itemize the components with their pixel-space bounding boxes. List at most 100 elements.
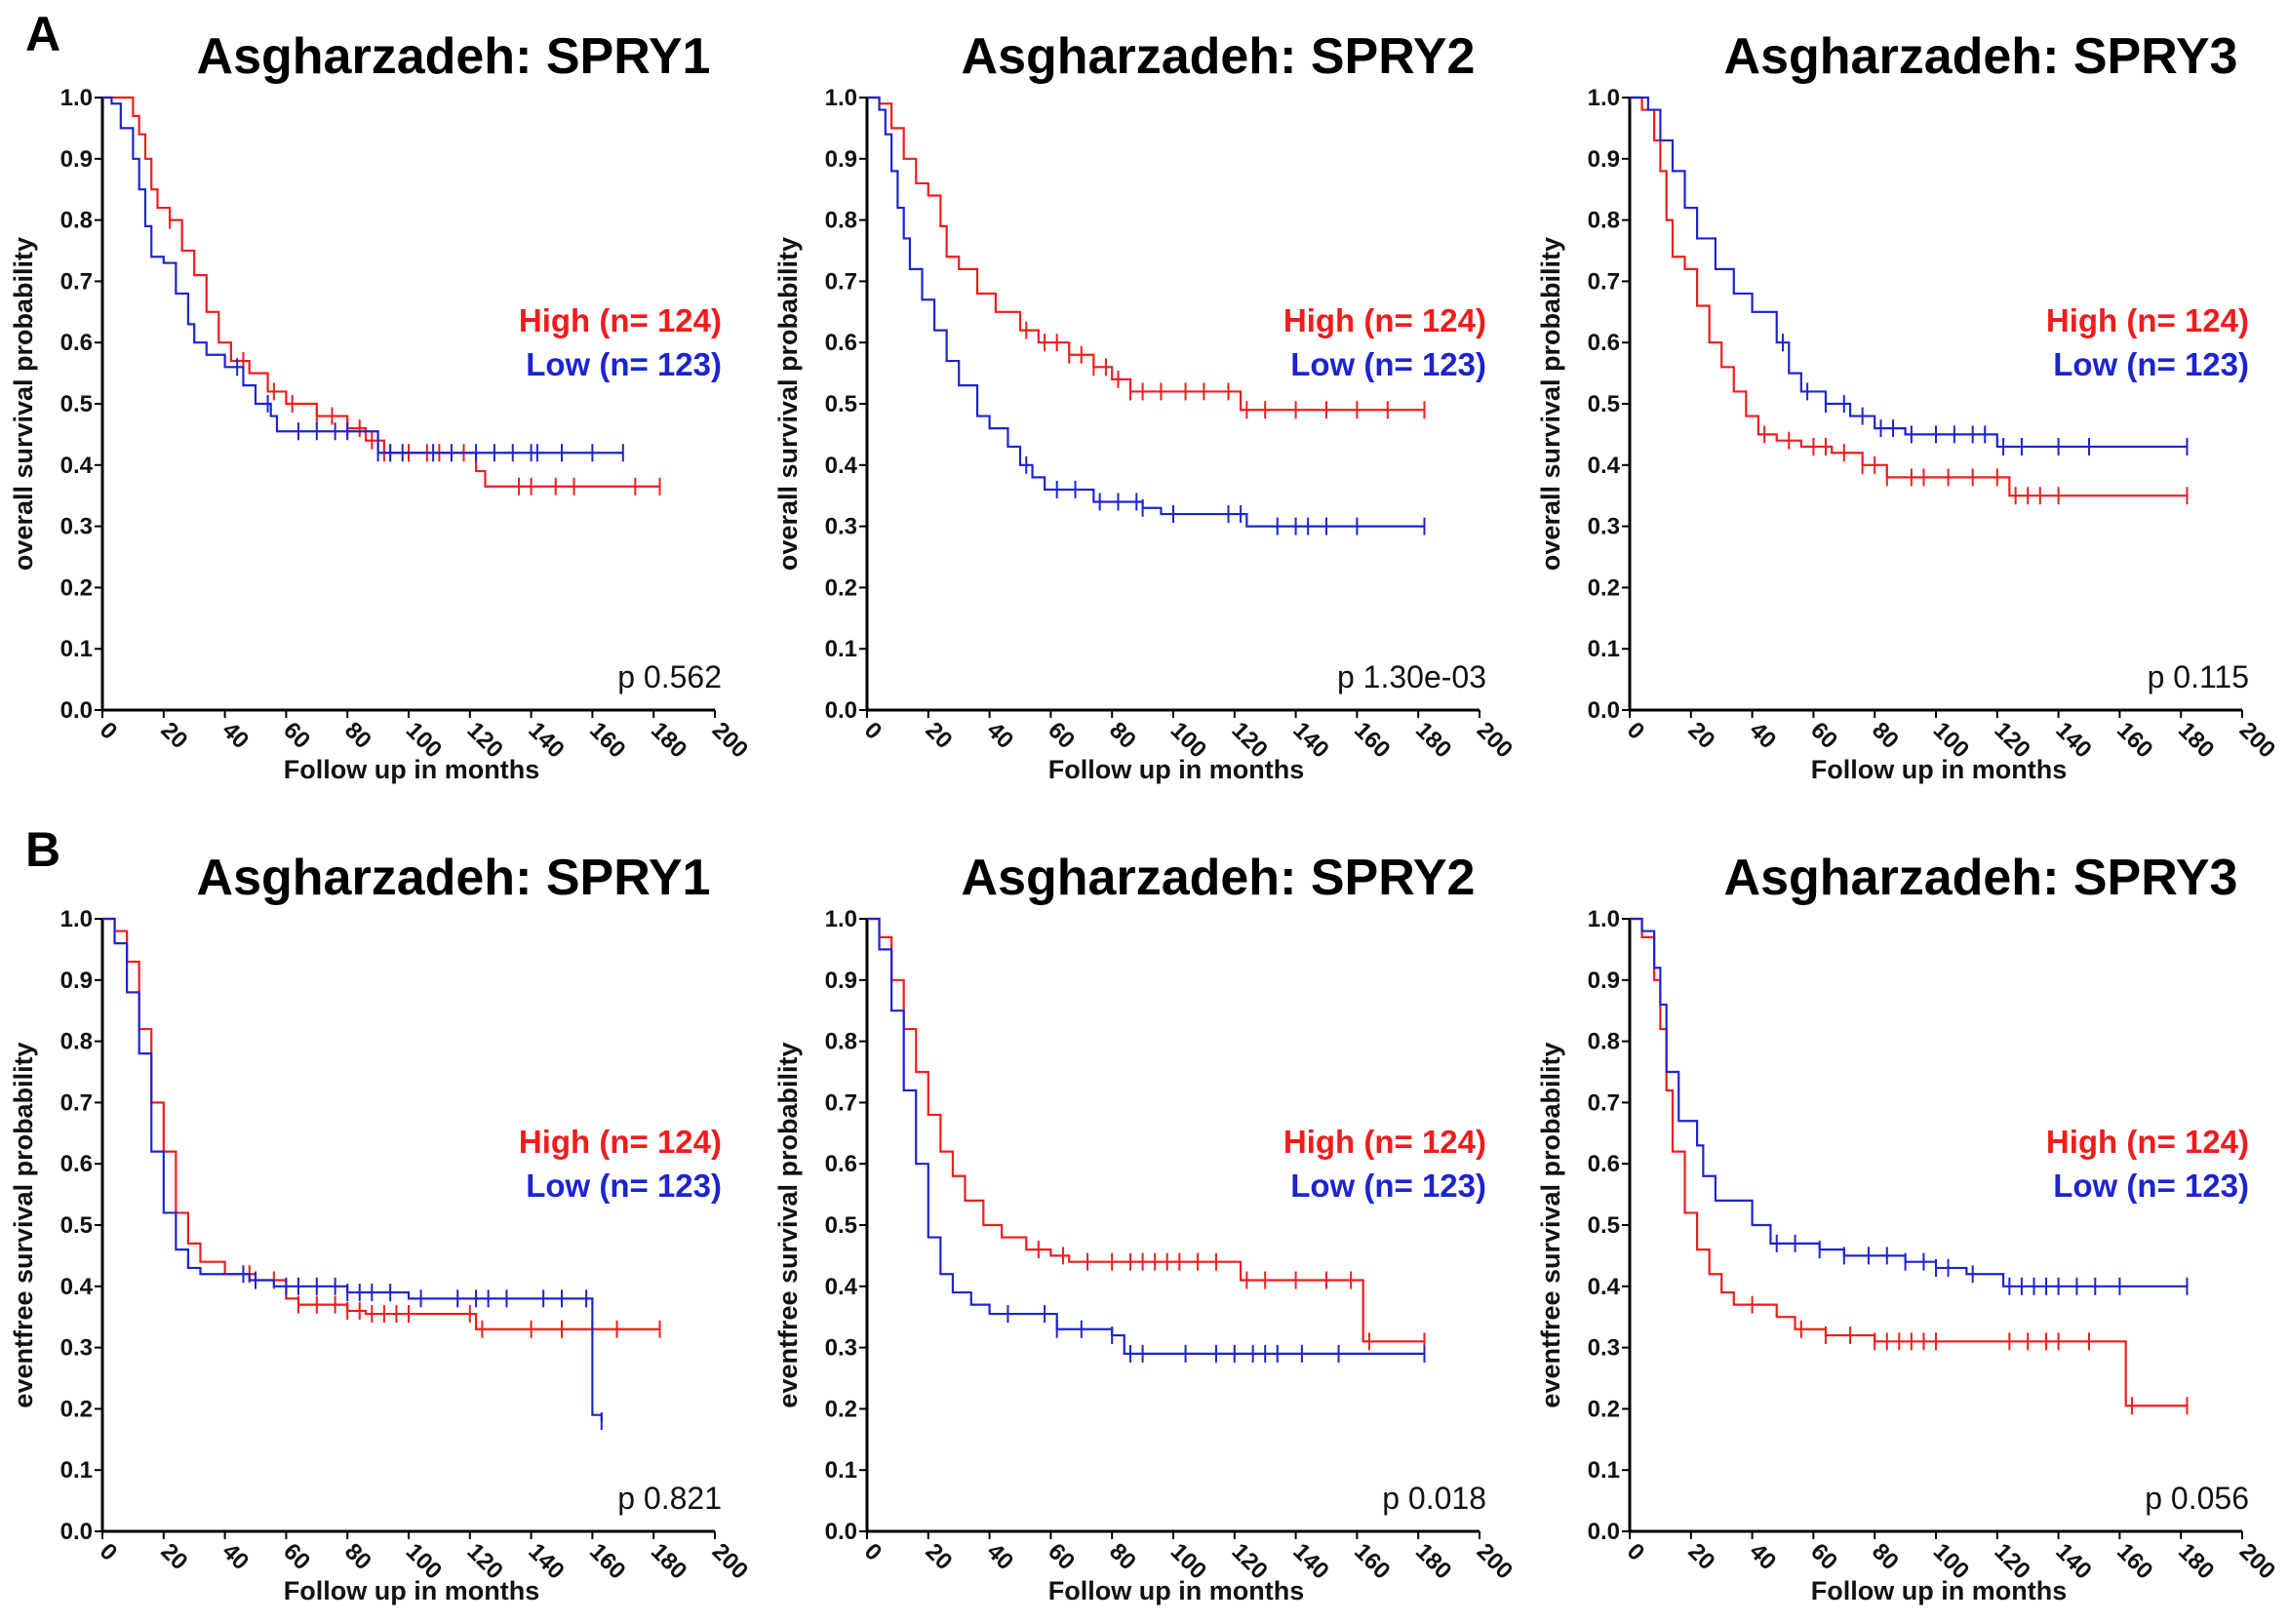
y-tick-label: 0.3 [60,514,93,540]
x-tick-label: 0 [95,717,123,745]
x-tick-label: 20 [921,1538,958,1575]
y-tick-label: 0.6 [825,1151,857,1177]
y-tick-label: 0.7 [1588,268,1620,295]
survival-curve-low [1630,917,2188,1287]
y-tick-label: 0.6 [60,330,93,356]
y-tick-label: 0.8 [825,1029,857,1055]
x-tick-label: 0 [859,1538,888,1566]
chart-title: Asgharzadeh: SPRY2 [962,28,1476,85]
x-axis-label: Follow up in months [1811,755,2067,784]
y-tick-label: 0.0 [1588,1519,1620,1545]
y-tick-label: 0.3 [1588,514,1620,540]
y-tick-label: 0.4 [825,453,858,479]
x-axis-label: Follow up in months [284,755,539,784]
x-tick-label: 160 [584,717,630,763]
x-tick-label: 0 [1622,1538,1650,1566]
x-tick-label: 0 [95,1538,123,1566]
y-tick-label: 0.2 [60,1396,93,1422]
km-chart-3: Asgharzadeh: SPRY3 0.0 0.1 0.2 0.3 0.4 0.5 0.6 0… [1536,28,2280,784]
x-tick-label: 60 [278,1538,315,1575]
y-tick-label: 0.5 [825,1212,857,1239]
survival-curve-low [867,917,1425,1355]
x-tick-label: 80 [339,717,376,754]
chart-title: Asgharzadeh: SPRY3 [1724,850,2238,906]
panel-label-a: A [25,7,60,61]
survival-curve-low [867,96,1425,528]
y-tick-label: 0.3 [1588,1335,1620,1362]
y-axis-label: overall survival probability [1536,237,1565,571]
y-tick-label: 0.0 [825,697,857,724]
x-tick-label: 0 [859,717,888,745]
y-axis-label: eventfree survival probability [9,1042,38,1407]
x-tick-label: 40 [1744,1538,1781,1575]
x-tick-label: 180 [1410,717,1456,763]
p-value: p 1.30e-03 [1337,659,1486,694]
y-tick-label: 0.6 [60,1151,93,1177]
x-axis-label: Follow up in months [1048,1576,1304,1605]
y-tick-label: 0.4 [1588,1274,1621,1300]
chart-title: Asgharzadeh: SPRY1 [197,28,711,85]
y-tick-label: 1.0 [1588,85,1620,111]
y-tick-label: 0.1 [825,636,857,662]
chart-title: Asgharzadeh: SPRY2 [962,850,1476,906]
p-value: p 0.018 [1382,1481,1486,1516]
x-tick-label: 80 [339,1538,376,1575]
x-tick-label: 20 [1683,717,1720,754]
x-tick-label: 0 [1622,717,1650,745]
x-tick-label: 60 [1805,1538,1842,1575]
chart-title: Asgharzadeh: SPRY3 [1724,28,2238,85]
x-tick-label: 180 [2173,717,2219,763]
y-tick-label: 0.7 [825,1089,857,1116]
x-tick-label: 80 [1104,1538,1141,1575]
y-tick-label: 0.6 [1588,1151,1620,1177]
chart-title: Asgharzadeh: SPRY1 [197,850,711,906]
survival-curve-high [102,96,660,488]
x-tick-label: 200 [1472,717,1518,763]
y-tick-label: 0.0 [60,1519,93,1545]
y-tick-label: 0.8 [60,208,93,234]
x-tick-label: 80 [1867,1538,1904,1575]
legend-high: High (n= 124) [519,302,722,338]
x-tick-label: 60 [278,717,315,754]
y-tick-label: 1.0 [825,85,857,111]
y-axis-label: overall survival probability [773,237,803,571]
x-tick-label: 40 [217,717,254,754]
y-tick-label: 0.7 [825,268,857,295]
y-tick-label: 0.3 [825,1335,857,1362]
y-tick-label: 0.7 [60,1089,93,1116]
legend-high: High (n= 124) [1283,1124,1486,1160]
x-tick-label: 160 [2111,717,2157,763]
y-tick-label: 0.0 [60,697,93,724]
y-tick-label: 1.0 [1588,906,1620,932]
km-chart-4: Asgharzadeh: SPRY1 0.0 0.1 0.2 0.3 0.4 0.5 0.6 0… [9,850,753,1605]
y-tick-label: 0.7 [1588,1089,1620,1116]
survival-curve-high [1630,917,2188,1407]
y-tick-label: 0.6 [825,330,857,356]
y-tick-label: 0.5 [60,391,93,417]
x-tick-label: 180 [2173,1538,2219,1584]
x-tick-label: 200 [2234,717,2280,763]
y-tick-label: 0.3 [825,514,857,540]
y-tick-label: 0.4 [825,1274,858,1300]
x-tick-label: 60 [1043,717,1080,754]
y-tick-label: 0.0 [1588,697,1620,724]
survival-curve-high [867,96,1425,412]
x-tick-label: 180 [1410,1538,1456,1584]
y-tick-label: 0.9 [1588,968,1620,994]
y-tick-label: 1.0 [60,906,93,932]
x-tick-label: 60 [1043,1538,1080,1575]
y-tick-label: 0.3 [60,1335,93,1362]
y-tick-label: 0.4 [60,453,94,479]
y-tick-label: 0.8 [60,1029,93,1055]
y-tick-label: 0.1 [1588,1457,1620,1484]
x-tick-label: 160 [2111,1538,2157,1584]
legend-low: Low (n= 123) [526,1168,722,1204]
x-tick-label: 20 [1683,1538,1720,1575]
survival-curve-low [102,917,603,1421]
y-tick-label: 1.0 [60,85,93,111]
p-value: p 0.562 [617,659,722,694]
x-tick-label: 80 [1104,717,1141,754]
km-chart-5: Asgharzadeh: SPRY2 0.0 0.1 0.2 0.3 0.4 0.5 0.6 0… [773,850,1518,1605]
y-tick-label: 0.2 [60,574,93,601]
